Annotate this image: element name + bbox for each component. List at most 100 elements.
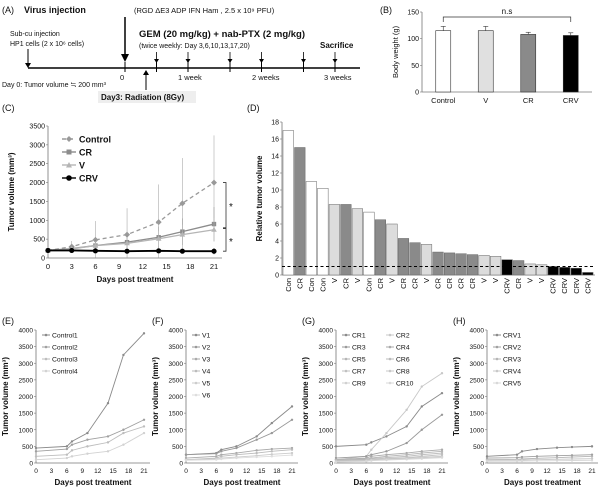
f-marker bbox=[215, 455, 218, 458]
h-marker bbox=[515, 453, 519, 456]
g-legend-marker bbox=[388, 357, 392, 361]
c-marker bbox=[179, 231, 186, 237]
e-marker bbox=[34, 450, 38, 453]
f-y-tick-label: 3000 bbox=[169, 361, 184, 368]
f-marker bbox=[184, 456, 188, 460]
e-x-tick-label: 15 bbox=[110, 468, 118, 475]
e-y-tick-label: 1500 bbox=[19, 411, 34, 418]
d-bar bbox=[386, 223, 398, 276]
d-bar bbox=[478, 255, 490, 276]
g-series-line bbox=[335, 414, 443, 459]
e-series-line bbox=[35, 425, 145, 457]
f-legend-marker bbox=[194, 357, 198, 361]
g-marker bbox=[405, 441, 408, 445]
panel-a-label: (A) bbox=[2, 5, 14, 15]
d-bar bbox=[582, 272, 594, 276]
c-marker bbox=[124, 248, 130, 254]
e-marker bbox=[65, 453, 69, 456]
d-bar bbox=[570, 267, 582, 276]
e-legend-marker bbox=[44, 333, 48, 337]
e-marker bbox=[142, 332, 146, 335]
d-x-tick-label: CR bbox=[376, 277, 385, 288]
panel-d-label: (D) bbox=[247, 103, 260, 113]
e-marker bbox=[106, 435, 110, 438]
d-y-tick-label: 18 bbox=[271, 120, 279, 127]
g-legend-marker bbox=[344, 381, 348, 385]
e-legend-label: Control2 bbox=[52, 345, 78, 352]
g-legend-label: CR2 bbox=[396, 333, 410, 340]
f-marker bbox=[255, 435, 258, 438]
h-marker bbox=[555, 446, 559, 449]
c-marker bbox=[92, 248, 99, 254]
h-marker bbox=[555, 459, 559, 462]
c-legend-label: Control bbox=[79, 135, 111, 145]
h-marker bbox=[570, 455, 574, 459]
h-y-tick-label: 3000 bbox=[470, 361, 485, 368]
c-x-tick-label: 18 bbox=[186, 262, 194, 271]
e-legend-label: Control3 bbox=[52, 357, 78, 364]
g-x-tick-label: 12 bbox=[393, 468, 401, 475]
g-marker bbox=[440, 456, 444, 459]
c-x-tick-label: 9 bbox=[117, 262, 121, 271]
f-marker bbox=[270, 421, 274, 425]
c-marker bbox=[92, 242, 99, 248]
h-legend-label: CRV5 bbox=[503, 381, 521, 388]
d-x-tick-label: CR bbox=[295, 277, 304, 288]
g-x-tick-label: 9 bbox=[380, 468, 384, 475]
f-y-tick-label: 4000 bbox=[169, 328, 184, 335]
g-marker bbox=[440, 453, 444, 456]
c-marker bbox=[179, 200, 186, 207]
c-x-tick-label: 0 bbox=[46, 262, 50, 271]
e-x-tick-label: 21 bbox=[140, 468, 148, 475]
g-legend-marker bbox=[344, 333, 348, 337]
h-legend-marker bbox=[495, 357, 499, 361]
h-marker bbox=[570, 445, 574, 449]
g-legend-label: CR5 bbox=[352, 357, 366, 364]
f-marker bbox=[220, 448, 223, 451]
g-marker bbox=[440, 450, 444, 453]
h-marker bbox=[515, 456, 519, 459]
d-bar bbox=[536, 264, 548, 276]
f-x-tick-label: 21 bbox=[288, 468, 296, 475]
c-marker bbox=[124, 240, 130, 246]
h-marker bbox=[485, 455, 489, 458]
h-x-tick-label: 12 bbox=[543, 468, 551, 475]
g-x-tick-label: 0 bbox=[334, 468, 338, 475]
d-y-tick-label: 10 bbox=[271, 188, 279, 195]
h-marker bbox=[520, 450, 524, 453]
d-x-tick-label: V bbox=[526, 278, 535, 283]
h-marker bbox=[570, 459, 574, 462]
gem-label: GEM (20 mg/kg) + nab-PTX (2 mg/kg) bbox=[139, 29, 305, 40]
g-marker bbox=[440, 413, 444, 416]
f-y-tick-label: 0 bbox=[179, 461, 183, 468]
d-bar bbox=[432, 251, 444, 276]
e-marker bbox=[65, 456, 69, 460]
f-marker bbox=[220, 450, 223, 453]
c-legend-marker bbox=[66, 175, 72, 181]
h-y-tick-label: 2000 bbox=[470, 394, 485, 401]
d-x-tick-label: CRV bbox=[572, 278, 581, 294]
g-x-tick-label: 21 bbox=[438, 468, 446, 475]
gem-arrowhead bbox=[259, 59, 264, 63]
h-marker bbox=[520, 459, 524, 463]
d-y-tick-label: 0 bbox=[275, 273, 279, 280]
d-y-axis-title: Relative tumor volume bbox=[255, 155, 264, 241]
g-x-tick-label: 3 bbox=[349, 468, 353, 475]
e-marker bbox=[122, 428, 125, 431]
h-legend-marker bbox=[495, 345, 499, 349]
e-x-tick-label: 18 bbox=[125, 468, 133, 475]
c-x-axis-title: Days post treatment bbox=[97, 275, 174, 284]
h-marker bbox=[520, 455, 524, 459]
d-bar bbox=[305, 181, 317, 276]
d-x-tick-label: V bbox=[353, 278, 362, 283]
e-x-tick-label: 12 bbox=[94, 468, 102, 475]
d-x-tick-label: CRV bbox=[503, 278, 512, 294]
h-marker bbox=[515, 459, 519, 463]
g-marker bbox=[420, 451, 424, 455]
g-marker bbox=[385, 453, 388, 456]
d-x-tick-label: CRV bbox=[560, 278, 569, 294]
e-marker bbox=[34, 455, 38, 458]
week3-tick: 3 weeks bbox=[324, 73, 352, 82]
g-y-axis-title: Tumor volume (mm³) bbox=[301, 357, 310, 436]
d-y-tick-label: 2 bbox=[275, 256, 279, 263]
